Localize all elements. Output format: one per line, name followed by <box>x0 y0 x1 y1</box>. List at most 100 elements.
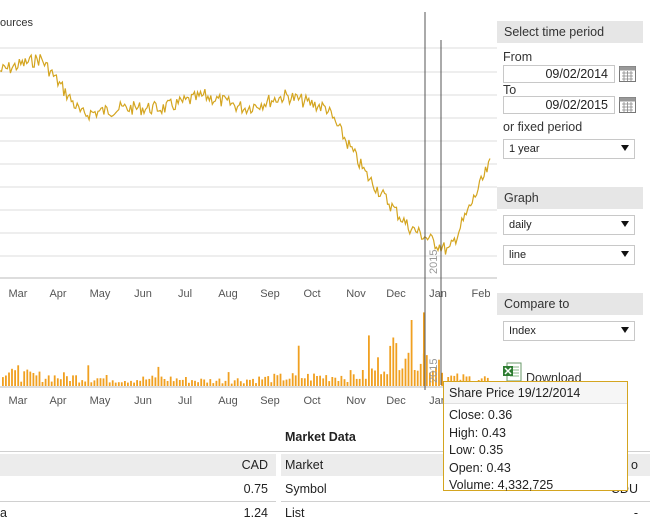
volume-bar <box>38 371 41 386</box>
volume-bar <box>380 374 382 386</box>
month-tick-label: Jul <box>178 395 192 407</box>
volume-bar <box>175 378 178 386</box>
volume-bar <box>20 381 23 386</box>
volume-bar <box>441 372 443 386</box>
volume-bar <box>145 379 148 386</box>
price-chart[interactable]: ources Mar Apr May Jun Jul Aug Sep Oct Nov Dec Jan… <box>0 0 497 412</box>
volume-bar <box>50 381 53 386</box>
volume-bar <box>169 376 172 386</box>
volume-bar <box>87 365 90 386</box>
volume-bar <box>236 378 239 386</box>
volume-bar <box>209 379 212 386</box>
volume-bar <box>398 370 401 386</box>
volume-bar <box>29 371 32 386</box>
volume-bar <box>166 381 169 386</box>
volume-bar <box>340 375 343 386</box>
from-label: From <box>503 50 533 64</box>
volume-bar <box>127 382 129 386</box>
volume-bar <box>56 378 59 386</box>
month-tick-label: Oct <box>303 395 320 407</box>
volume-bar <box>5 375 7 386</box>
volume-bar <box>81 380 84 386</box>
from-date-input[interactable]: 09/02/2014 <box>503 65 615 83</box>
month-tick-label: Jul <box>178 288 192 300</box>
volume-bar <box>276 375 279 386</box>
volume-bar <box>346 382 349 386</box>
volume-bar <box>41 382 44 386</box>
table-divider <box>0 451 650 452</box>
volume-bar <box>246 379 248 386</box>
month-tick-label: Dec <box>386 288 406 300</box>
volume-bar <box>108 382 111 386</box>
volume-bar <box>252 378 254 386</box>
graph-header: Graph <box>497 187 643 209</box>
volume-bar <box>105 375 108 386</box>
chevron-down-icon <box>621 221 629 227</box>
calendar-icon[interactable] <box>619 97 636 113</box>
volume-bar <box>319 375 321 386</box>
fixed-period-select[interactable]: 1 year <box>503 139 635 159</box>
tooltip-high: High: 0.43 <box>449 425 506 440</box>
list-label: List <box>285 506 305 520</box>
month-tick-label: Apr <box>49 288 66 300</box>
volume-bar <box>328 381 331 386</box>
volume-bar <box>377 357 379 386</box>
volume-bar <box>163 379 166 386</box>
compare-header: Compare to <box>497 293 643 315</box>
volume-bar <box>343 379 346 386</box>
volume-bar <box>142 376 145 386</box>
compare-select[interactable]: Index <box>503 321 635 341</box>
volume-bar <box>429 372 431 386</box>
market-data-title: Market Data <box>285 430 356 444</box>
volume-bar <box>233 380 236 386</box>
volume-bar <box>303 378 306 386</box>
row-divider <box>281 501 650 502</box>
volume-bar <box>364 378 367 386</box>
volume-bar <box>450 375 453 386</box>
volume-bar <box>432 370 434 386</box>
volume-bar <box>255 383 257 386</box>
list-row: List - <box>281 502 650 524</box>
graph-type-select[interactable]: line <box>503 245 635 265</box>
volume-bar <box>386 374 389 386</box>
market-value: o <box>631 458 638 472</box>
chart-grid <box>0 47 497 257</box>
volume-bar <box>267 376 270 386</box>
volume-bar <box>111 380 114 386</box>
volume-bar <box>227 372 230 386</box>
volume-bar <box>154 377 157 386</box>
to-date-input[interactable]: 09/02/2015 <box>503 96 615 114</box>
tooltip-title: Share Price 19/12/2014 <box>444 382 627 404</box>
volume-bar <box>410 320 413 386</box>
month-tick-label: Aug <box>218 395 238 407</box>
volume-bar <box>230 383 233 386</box>
volume-bar <box>407 352 410 386</box>
volume-bar <box>355 378 358 386</box>
year-marker-bottom: 2015 <box>428 359 440 383</box>
month-tick-label: Oct <box>303 288 320 300</box>
calendar-icon[interactable] <box>619 66 636 82</box>
month-tick-label: Mar <box>9 288 28 300</box>
month-tick-label: Jan <box>429 288 447 300</box>
volume-bar <box>270 382 273 386</box>
volume-bar <box>102 378 105 386</box>
volume-bar <box>136 380 138 386</box>
volume-bar <box>178 380 181 386</box>
volume-bar <box>117 382 120 386</box>
volume-bar <box>395 343 398 386</box>
volume-bar <box>322 378 325 386</box>
volume-bar <box>425 355 428 386</box>
volume-bar <box>288 378 291 386</box>
price-tooltip: Share Price 19/12/2014 Close: 0.36 High:… <box>443 381 628 492</box>
tooltip-volume: Volume: 4,332,725 <box>449 478 554 492</box>
volume-bar <box>349 370 352 386</box>
volume-bar <box>78 382 81 386</box>
chevron-down-icon <box>621 145 629 151</box>
graph-interval-select[interactable]: daily <box>503 215 635 235</box>
chevron-down-icon <box>621 327 629 333</box>
volume-bar <box>11 368 13 386</box>
volume-bar <box>63 372 65 386</box>
excel-icon[interactable] <box>503 362 523 384</box>
options-panel: Select time period From 09/02/2014 To 09… <box>497 12 643 402</box>
volume-bar <box>203 379 206 386</box>
